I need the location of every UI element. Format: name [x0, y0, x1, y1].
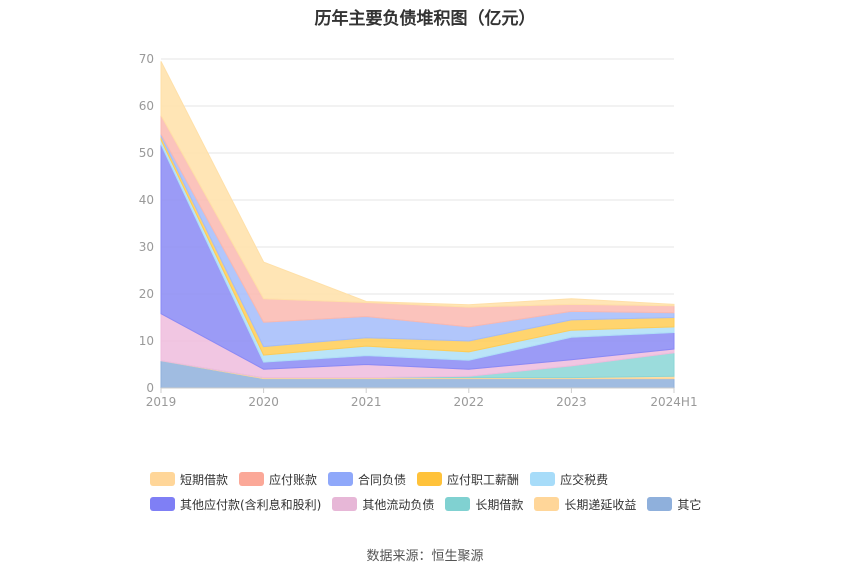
legend-label: 应付职工薪酬	[447, 472, 520, 487]
legend-swatch	[530, 472, 556, 486]
legend-item[interactable]: 短期借款	[150, 471, 228, 488]
y-tick-label: 70	[139, 52, 154, 66]
legend-label: 长期借款	[475, 497, 524, 512]
legend-label: 其他应付款(含利息和股利)	[180, 497, 322, 512]
legend-item[interactable]: 长期递延收益	[534, 496, 636, 513]
legend-swatch	[647, 497, 673, 511]
legend-row: 其他应付款(含利息和股利) 其他流动负债 长期借款 长期递延收益 其它	[150, 495, 750, 513]
legend-item[interactable]: 长期借款	[445, 496, 523, 513]
area-series-9	[160, 61, 675, 308]
x-tick-label: 2020	[248, 395, 279, 409]
legend-swatch	[328, 472, 354, 486]
legend-label: 长期递延收益	[564, 497, 637, 512]
y-tick-label: 40	[139, 193, 154, 207]
axes: 0 10 20 30 40 50 60 70 2019 2020 2021 2022 2023 2024H…	[139, 52, 698, 409]
y-tick-label: 60	[139, 99, 154, 113]
legend-swatch	[150, 472, 175, 486]
chart-title: 历年主要负债堆积图（亿元）	[314, 9, 536, 29]
legend-swatch	[150, 497, 175, 511]
legend-swatch	[534, 497, 560, 511]
legend-item[interactable]: 应付账款	[239, 471, 317, 488]
y-tick-label: 50	[139, 146, 154, 160]
legend-item[interactable]: 应交税费	[530, 471, 608, 488]
legend-label: 应交税费	[560, 472, 609, 487]
legend-swatch	[417, 472, 443, 486]
data-source: 数据来源：恒生聚源	[366, 549, 484, 564]
legend-item[interactable]: 其他流动负债	[332, 496, 434, 513]
x-tick-label: 2021	[351, 395, 382, 409]
y-tick-label: 0	[146, 381, 154, 395]
legend-row: 短期借款 应付账款 合同负债 应付职工薪酬 应交税费	[150, 470, 750, 488]
legend-item[interactable]: 应付职工薪酬	[417, 471, 519, 488]
legend-item[interactable]: 其它	[647, 496, 701, 513]
y-tick-label: 20	[139, 287, 154, 301]
legend-label: 应付账款	[269, 472, 318, 487]
legend-item[interactable]: 其他应付款(含利息和股利)	[150, 496, 321, 513]
y-tick-label: 30	[139, 240, 154, 254]
x-tick-label: 2019	[146, 395, 177, 409]
legend-label: 合同负债	[358, 472, 407, 487]
legend-label: 其他流动负债	[362, 497, 435, 512]
legend-swatch	[239, 472, 265, 486]
y-tick-label: 10	[139, 334, 154, 348]
legend-swatch	[332, 497, 358, 511]
x-tick-label: 2022	[454, 395, 485, 409]
legend-label: 短期借款	[180, 472, 229, 487]
x-tick-label: 2024H1	[650, 395, 697, 409]
legend-label: 其它	[677, 497, 702, 512]
x-tick-label: 2023	[556, 395, 587, 409]
legend-item[interactable]: 合同负债	[328, 471, 406, 488]
legend: 短期借款 应付账款 合同负债 应付职工薪酬 应交税费其他应付款(含利息和股利) 其他流动负…	[150, 470, 750, 520]
area-series	[160, 61, 675, 389]
legend-swatch	[445, 497, 471, 511]
